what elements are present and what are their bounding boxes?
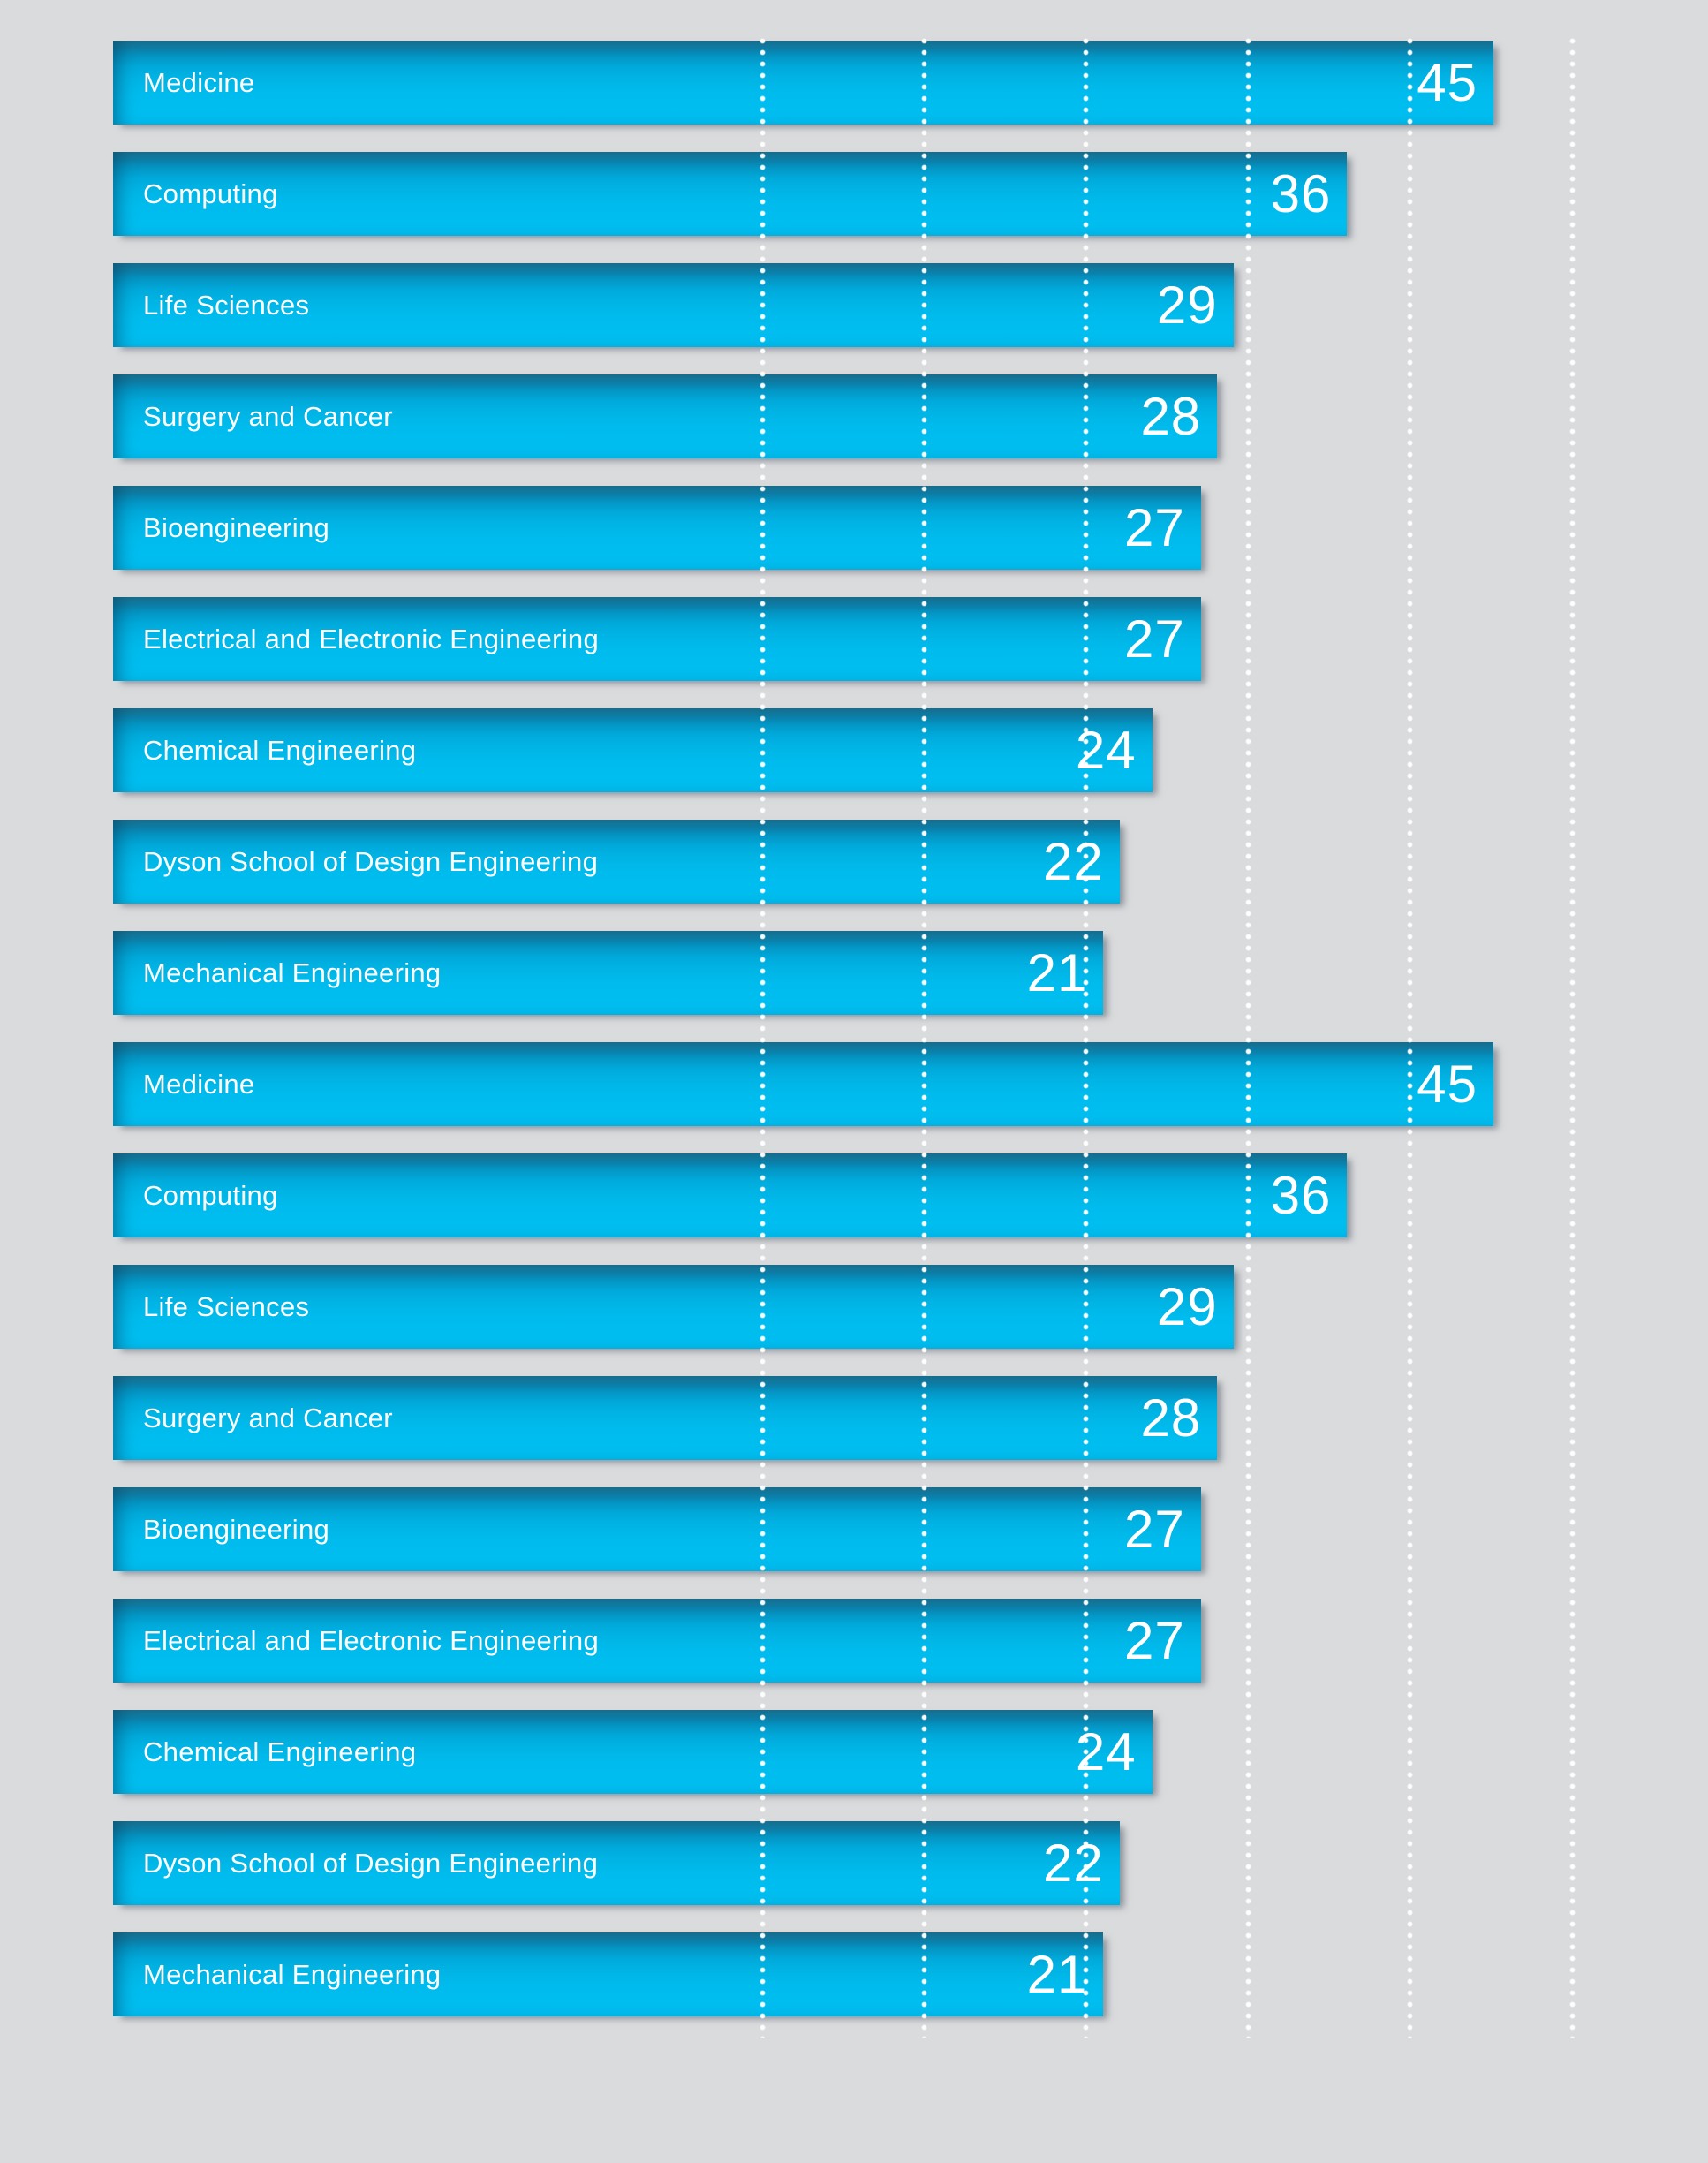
bar-label: Bioengineering [143, 511, 330, 543]
bar-row: Mechanical Engineering 21 [113, 931, 1493, 1015]
bar-label: Surgery and Cancer [143, 400, 393, 432]
bar-row: Medicine 45 [113, 1042, 1493, 1126]
bar-row: Electrical and Electronic Engineering 27 [113, 597, 1493, 681]
bar-label: Medicine [143, 66, 255, 98]
bar-row: Electrical and Electronic Engineering 27 [113, 1599, 1493, 1683]
bar-value: 28 [1140, 1388, 1202, 1448]
bar: Life Sciences 29 [113, 1265, 1234, 1349]
bar-row: Dyson School of Design Engineering 22 [113, 820, 1493, 904]
bar-label: Bioengineering [143, 1513, 330, 1545]
bar-value: 22 [1043, 832, 1104, 891]
bar-row: Mechanical Engineering 21 [113, 1932, 1493, 2016]
bar-label: Mechanical Engineering [143, 957, 442, 988]
bar-label: Mechanical Engineering [143, 1958, 442, 1990]
bar-row: Chemical Engineering 24 [113, 708, 1493, 792]
bar: Medicine 45 [113, 1042, 1493, 1126]
bar-value: 45 [1417, 1055, 1477, 1114]
bar-label: Computing [143, 178, 278, 209]
bar: Mechanical Engineering 21 [113, 1932, 1104, 2016]
bar: Medicine 45 [113, 41, 1493, 125]
bar-value: 27 [1124, 609, 1185, 669]
bar: Dyson School of Design Engineering 22 [113, 820, 1120, 904]
bar-label: Surgery and Cancer [143, 1402, 393, 1433]
bar: Mechanical Engineering 21 [113, 931, 1104, 1015]
bar-row: Surgery and Cancer 28 [113, 374, 1493, 458]
bar: Bioengineering 27 [113, 486, 1201, 570]
bar: Computing 36 [113, 152, 1348, 236]
bar-row: Surgery and Cancer 28 [113, 1376, 1493, 1460]
bar-value: 22 [1043, 1834, 1104, 1893]
gridline [1568, 37, 1576, 2038]
bar-value: 24 [1075, 721, 1137, 780]
bar-label: Computing [143, 1179, 278, 1211]
bar-label: Dyson School of Design Engineering [143, 1847, 599, 1879]
bar: Dyson School of Design Engineering 22 [113, 1821, 1120, 1905]
bar-rows: Medicine 45 Computing 36 Life Sciences 2… [113, 41, 1493, 2044]
bar: Life Sciences 29 [113, 263, 1234, 347]
bar-row: Medicine 45 [113, 41, 1493, 125]
bar-row: Life Sciences 29 [113, 1265, 1493, 1349]
bar-label: Chemical Engineering [143, 1736, 417, 1767]
bar-label: Life Sciences [143, 289, 310, 321]
bar-row: Bioengineering 27 [113, 486, 1493, 570]
bar-value: 36 [1270, 1166, 1332, 1225]
bar-value: 36 [1270, 164, 1332, 223]
bar-value: 29 [1156, 1277, 1218, 1336]
bar-value: 45 [1417, 53, 1477, 112]
bar-value: 21 [1026, 1945, 1088, 2004]
bar-value: 27 [1124, 498, 1185, 557]
bar-value: 21 [1026, 943, 1088, 1002]
bar-row: Computing 36 [113, 1153, 1493, 1237]
bar: Surgery and Cancer 28 [113, 1376, 1218, 1460]
bar-label: Chemical Engineering [143, 734, 417, 766]
bar: Electrical and Electronic Engineering 27 [113, 597, 1201, 681]
bar-row: Chemical Engineering 24 [113, 1710, 1493, 1794]
bar: Chemical Engineering 24 [113, 708, 1153, 792]
bar: Computing 36 [113, 1153, 1348, 1237]
bar-label: Electrical and Electronic Engineering [143, 623, 599, 654]
bar-row: Dyson School of Design Engineering 22 [113, 1821, 1493, 1905]
bar-label: Life Sciences [143, 1290, 310, 1322]
bar-label: Electrical and Electronic Engineering [143, 1624, 599, 1656]
bar: Bioengineering 27 [113, 1487, 1201, 1571]
bar: Electrical and Electronic Engineering 27 [113, 1599, 1201, 1683]
bar-row: Life Sciences 29 [113, 263, 1493, 347]
bar-value: 29 [1156, 276, 1218, 335]
bar-row: Computing 36 [113, 152, 1493, 236]
bar-value: 28 [1140, 387, 1202, 446]
bar-value: 27 [1124, 1611, 1185, 1670]
bar: Surgery and Cancer 28 [113, 374, 1218, 458]
bar-value: 27 [1124, 1500, 1185, 1559]
bar-label: Medicine [143, 1068, 255, 1100]
bar-label: Dyson School of Design Engineering [143, 845, 599, 877]
bar-row: Bioengineering 27 [113, 1487, 1493, 1571]
bar: Chemical Engineering 24 [113, 1710, 1153, 1794]
bar-value: 24 [1075, 1722, 1137, 1781]
